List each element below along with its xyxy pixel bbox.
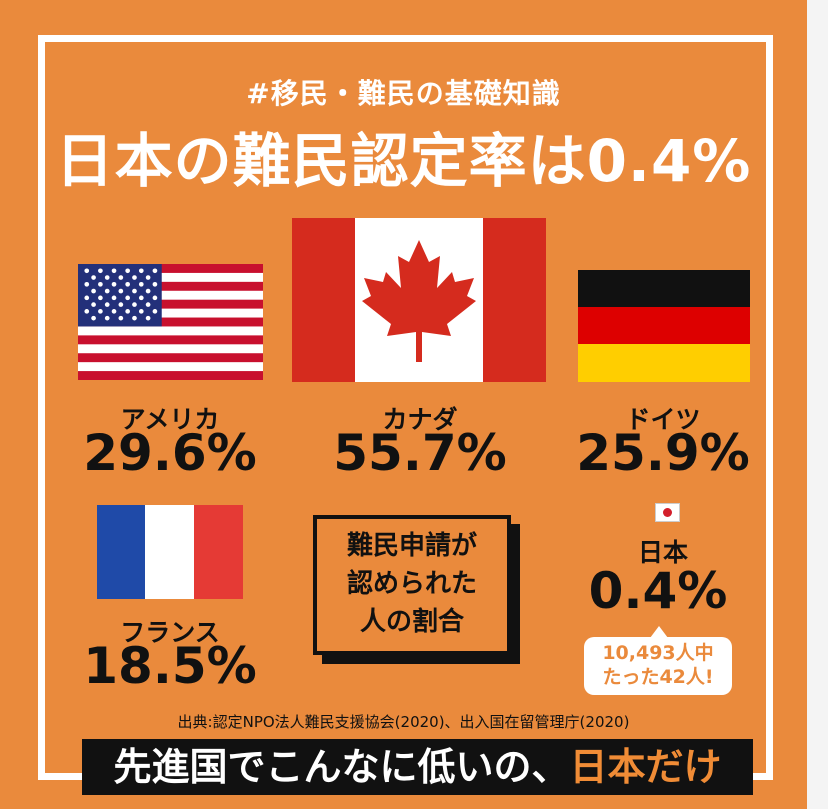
headline: 日本の難民認定率は0.4% bbox=[55, 127, 752, 195]
country-name-japan: 日本 bbox=[637, 538, 688, 567]
germany-flag-icon bbox=[578, 270, 750, 382]
banner-main-text: 先進国でこんなに低いの、 bbox=[113, 745, 570, 789]
source-citation: 出典:認定NPO法人難民支援協会(2020)、出入国在留管理庁(2020) bbox=[177, 713, 630, 731]
hashtag-title: #移民・難民の基礎知識 bbox=[246, 77, 561, 110]
rate-france: 18.5% bbox=[83, 637, 257, 695]
japan-flag-icon bbox=[655, 503, 680, 522]
bottom-banner bbox=[82, 739, 753, 795]
canada-flag-icon bbox=[292, 218, 546, 382]
country-name-germany: ドイツ bbox=[625, 405, 701, 434]
france-flag-icon bbox=[97, 505, 243, 599]
banner-text: 先進国でこんなに低いの、日本だけ bbox=[82, 740, 753, 794]
country-name-france: フランス bbox=[120, 618, 220, 647]
country-name-canada: カナダ bbox=[382, 405, 458, 434]
speech-bubble-tail bbox=[650, 626, 668, 638]
rate-germany: 25.9% bbox=[576, 424, 750, 482]
rate-canada: 55.7% bbox=[333, 424, 507, 482]
country-name-usa: アメリカ bbox=[120, 405, 220, 434]
rate-usa: 29.6% bbox=[83, 424, 257, 482]
japan-note-bubble: 10,493人中 たった42人! bbox=[584, 637, 732, 695]
rate-japan: 0.4% bbox=[588, 562, 728, 620]
label-box: 難民申請が 認められた 人の割合 bbox=[313, 515, 511, 655]
page-edge bbox=[807, 0, 828, 809]
banner-highlight-text: 日本だけ bbox=[569, 745, 722, 789]
usa-flag-icon bbox=[78, 264, 263, 380]
